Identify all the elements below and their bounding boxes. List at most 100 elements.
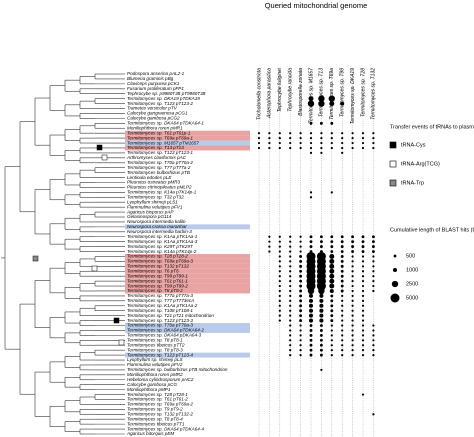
- blast-dot: [341, 132, 344, 135]
- blast-dot: [309, 240, 313, 244]
- row-label: Termitomyces sp. T32 pT32: [127, 195, 184, 200]
- blast-dot: [371, 240, 375, 244]
- trna-event-marker: [118, 339, 125, 346]
- blast-dot: [341, 304, 344, 307]
- trna-event-marker: [32, 255, 39, 262]
- row-label: Termitomyces sp. T69a pT69a-3: [127, 259, 193, 264]
- blast-dot: [361, 240, 365, 244]
- blast-dot: [319, 338, 323, 342]
- blast-dot: [351, 304, 354, 307]
- blast-dot: [351, 260, 354, 263]
- blast-dot: [309, 324, 313, 327]
- blast-dot: [340, 269, 344, 273]
- blast-dot: [299, 240, 302, 243]
- blast-dot: [372, 255, 375, 258]
- blast-dot: [319, 313, 324, 318]
- blast-dot: [340, 264, 344, 268]
- blast-dot: [299, 353, 302, 357]
- legend-title: Cumulative length of BLAST hits (bp): [390, 227, 474, 233]
- blast-dot: [308, 313, 314, 318]
- blast-dot: [278, 245, 281, 248]
- blast-dot: [351, 294, 354, 298]
- blast-dot: [330, 349, 333, 352]
- blast-dot: [289, 329, 292, 332]
- blast-dot: [289, 324, 292, 327]
- blast-dot: [319, 240, 323, 244]
- blast-dot: [330, 146, 333, 150]
- column-label: Tricholomella constricta: [256, 68, 262, 120]
- blast-dot: [320, 368, 323, 371]
- row-highlight: [125, 278, 250, 284]
- row-label: Moniliophthora roreri pMR1: [127, 125, 183, 130]
- row-label: Termitomyces sp. T132 pT132-2: [127, 411, 193, 416]
- row-label: Lentinula edodes pLE: [127, 175, 172, 180]
- blast-dot: [341, 319, 344, 322]
- blast-dot: [340, 279, 344, 283]
- blast-dot: [340, 101, 345, 106]
- blast-dot: [351, 240, 355, 244]
- size-legend-label: 5000: [406, 295, 418, 301]
- blast-dot: [308, 303, 314, 308]
- column-label: Asterophora parasitica: [267, 68, 273, 119]
- blast-dot: [299, 269, 303, 273]
- blast-dot: [308, 298, 314, 303]
- column-label: Termitomyces sp. T28: [360, 68, 366, 117]
- blast-dot: [278, 250, 281, 253]
- blast-dot: [351, 250, 355, 253]
- row-label: Calocybe gambosa pCG2: [127, 116, 180, 121]
- blast-dot: [351, 314, 354, 317]
- blast-dot: [319, 333, 323, 337]
- blast-dot: [289, 137, 292, 140]
- blast-dot: [309, 137, 313, 140]
- blast-dot: [361, 344, 365, 347]
- blast-dot: [278, 309, 281, 312]
- blast-dot: [318, 100, 325, 107]
- blast-dot: [330, 191, 333, 194]
- blast-dot: [341, 299, 344, 302]
- blast-dot: [299, 324, 302, 327]
- blast-dot: [371, 245, 375, 249]
- row-label: Termitomyces sp. T123 pT123-4: [127, 352, 193, 357]
- blast-dot: [299, 344, 302, 347]
- blast-dot: [330, 250, 334, 253]
- blast-dot: [289, 146, 292, 150]
- blast-dot: [278, 319, 281, 322]
- blast-dot: [299, 137, 302, 140]
- blast-dot: [299, 259, 303, 263]
- blast-dot: [319, 329, 323, 332]
- blast-dot: [318, 287, 325, 295]
- blast-dot: [257, 141, 261, 145]
- blast-dot: [268, 132, 271, 135]
- blast-dot: [309, 121, 313, 125]
- legend-label: tRNA-Cys: [401, 142, 426, 148]
- blast-dot: [341, 309, 344, 312]
- blast-dot: [361, 339, 365, 342]
- blast-dot: [361, 349, 365, 352]
- blast-dot: [289, 255, 292, 258]
- blast-dot: [319, 235, 323, 239]
- blast-dot: [330, 240, 334, 244]
- row-highlight: [125, 258, 250, 264]
- phylogenetic-tree: [1, 73, 125, 435]
- blast-dot: [299, 304, 303, 308]
- blast-dot: [289, 314, 292, 317]
- row-label: Termitomyces sp. T77 pT77a-2: [127, 165, 191, 170]
- blast-dot: [372, 270, 375, 273]
- blast-dot: [289, 275, 292, 278]
- blast-dot: [320, 151, 323, 155]
- blast-dot: [278, 146, 281, 150]
- blast-dot: [319, 245, 323, 249]
- blast-dot: [341, 353, 344, 357]
- row-label: Moniliophthora roreri pMR2: [127, 372, 183, 377]
- blast-dot: [341, 339, 344, 342]
- blast-dot: [319, 308, 324, 313]
- row-highlight: [125, 268, 250, 274]
- row-highlight: [125, 327, 250, 333]
- row-highlight: [125, 135, 250, 141]
- blast-dot: [341, 294, 344, 298]
- blast-dot: [351, 329, 354, 332]
- blast-dot: [299, 299, 303, 303]
- trna-event-marker: [96, 144, 103, 151]
- blast-dot: [299, 349, 302, 352]
